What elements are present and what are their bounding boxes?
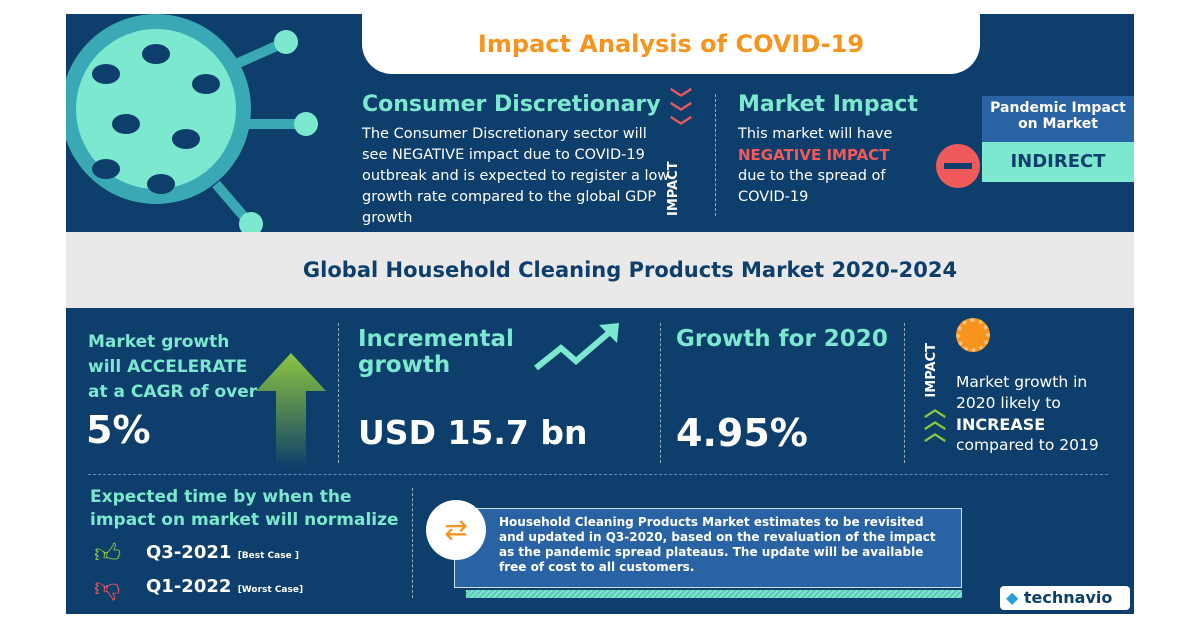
incremental-value: USD 15.7 bn xyxy=(358,413,588,452)
worst-case: Q1-2022 [Worst Case] xyxy=(146,576,304,597)
impact2020-label: IMPACT xyxy=(924,343,939,398)
pandemic-impact-value: INDIRECT xyxy=(982,142,1134,182)
growth2020-label: Growth for 2020 xyxy=(676,326,888,352)
market-impact-heading: Market Impact xyxy=(738,92,918,117)
update-note: Household Cleaning Products Market estim… xyxy=(454,508,962,588)
sun-icon xyxy=(956,318,990,352)
virus-icon xyxy=(66,14,318,232)
page-title: Impact Analysis of COVID-19 xyxy=(362,14,980,74)
technavio-logo: ◆ technavio xyxy=(1000,586,1130,610)
note-stripe xyxy=(466,590,962,598)
divider xyxy=(660,323,661,463)
growth-text: Market growth will ACCELERATE at a CAGR … xyxy=(88,332,258,402)
market-impact-text: This market will have NEGATIVE IMPACT du… xyxy=(738,126,893,205)
pandemic-impact-label: Pandemic Impact on Market xyxy=(982,96,1134,142)
incremental-label: Incremental growth xyxy=(358,326,514,378)
divider xyxy=(88,474,1108,475)
thumbs-down-icon: 👎︎ xyxy=(94,573,121,603)
title-band: Global Household Cleaning Products Marke… xyxy=(66,232,1134,308)
chevrons-up-icon: ︿ ︿ ︿ xyxy=(924,397,947,446)
arrow-up-icon xyxy=(256,353,326,468)
divider xyxy=(338,323,339,463)
impact2020-text: Market growth in 2020 likely to INCREASE… xyxy=(956,373,1099,454)
growth2020-value: 4.95% xyxy=(676,411,808,455)
trend-up-icon xyxy=(534,323,619,371)
growth-value: 5% xyxy=(86,408,151,452)
thumbs-up-icon: 👍︎ xyxy=(94,539,122,569)
main-title: Global Household Cleaning Products Marke… xyxy=(302,258,958,282)
impact-label: IMPACT xyxy=(666,161,681,217)
divider xyxy=(412,488,413,598)
refresh-icon: ⇄ xyxy=(426,500,486,560)
divider xyxy=(715,94,716,216)
minus-icon xyxy=(936,144,980,188)
bottom-panel: Market growth will ACCELERATE at a CAGR … xyxy=(66,308,1134,614)
normalize-heading: Expected time by when the impact on mark… xyxy=(90,487,399,530)
consumer-text: The Consumer Discretionary sector will s… xyxy=(362,126,670,226)
divider xyxy=(904,323,905,463)
best-case: Q3-2021 [Best Case ] xyxy=(146,542,299,563)
chevrons-down-icon: ﹀ ﹀ ﹀ xyxy=(670,88,693,141)
consumer-heading: Consumer Discretionary xyxy=(362,92,661,117)
